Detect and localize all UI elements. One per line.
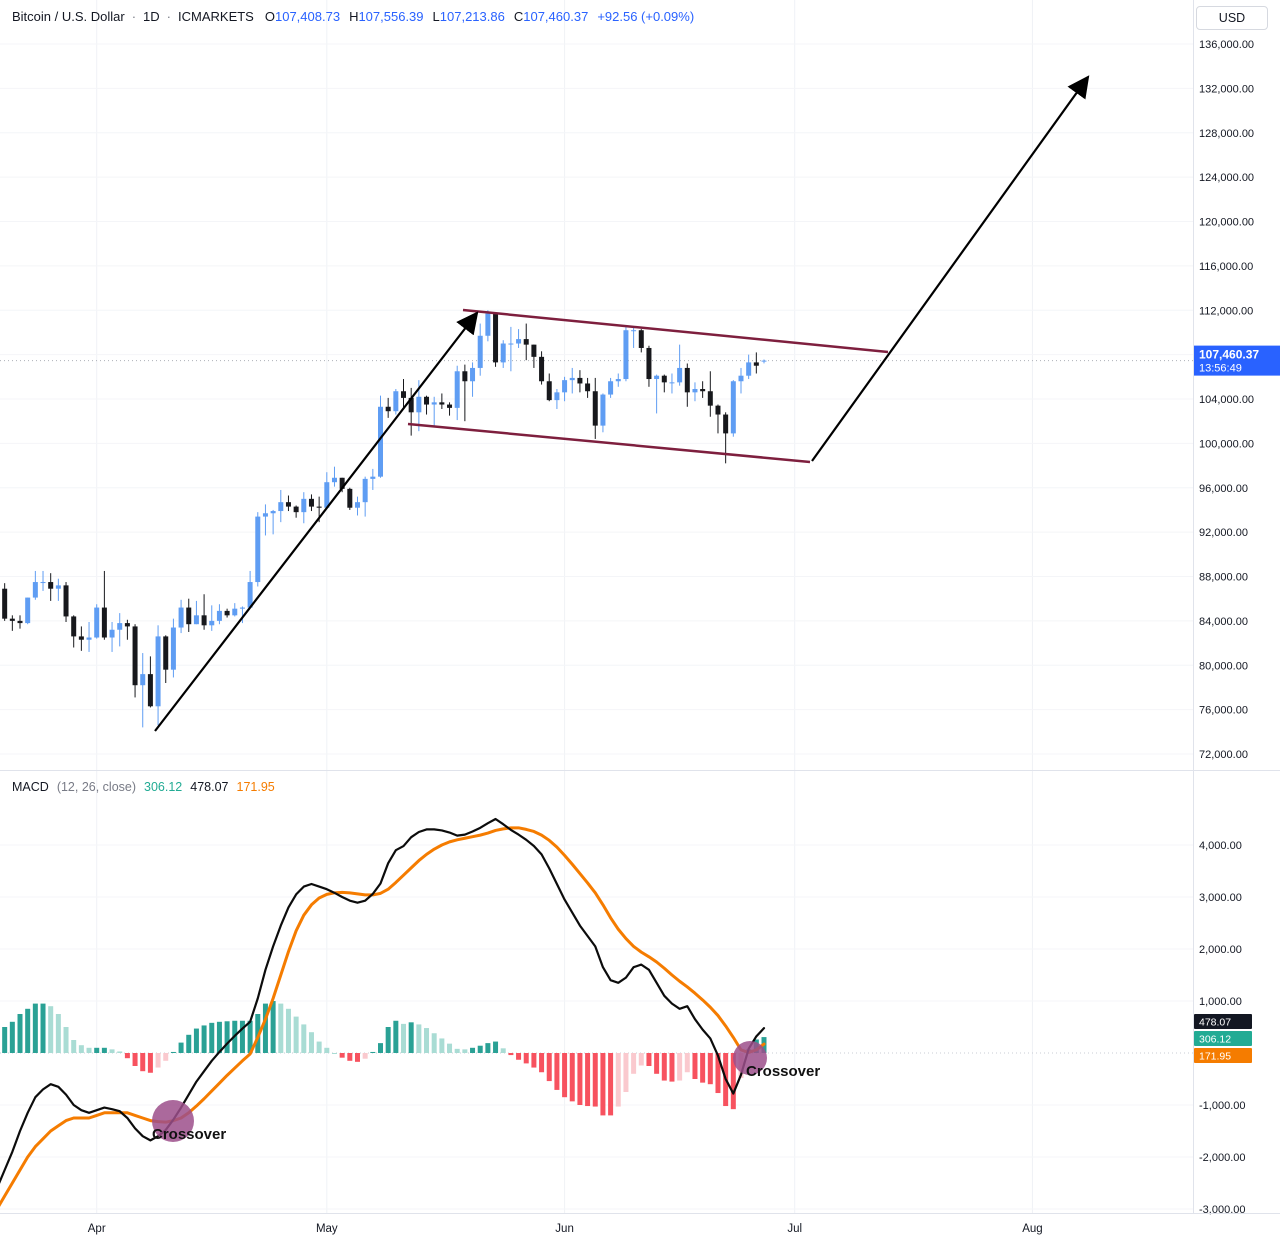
svg-text:88,000.00: 88,000.00	[1199, 572, 1248, 584]
svg-text:136,000.00: 136,000.00	[1199, 39, 1254, 51]
svg-text:Aug: Aug	[1022, 1223, 1042, 1235]
svg-text:76,000.00: 76,000.00	[1199, 705, 1248, 717]
macd-hist-readout: 306.12	[144, 780, 183, 794]
svg-text:1,000.00: 1,000.00	[1199, 996, 1242, 1008]
ohlc-values: O107,408.73 H107,556.39 L107,213.86 C107…	[265, 9, 694, 24]
svg-text:104,000.00: 104,000.00	[1199, 394, 1254, 406]
svg-text:72,000.00: 72,000.00	[1199, 749, 1248, 761]
svg-text:3,000.00: 3,000.00	[1199, 892, 1242, 904]
low-value: L107,213.86	[432, 9, 505, 24]
timeframe-selector[interactable]: 1D	[143, 9, 160, 24]
svg-text:Crossover: Crossover	[746, 1063, 820, 1080]
svg-text:Apr: Apr	[88, 1223, 106, 1235]
svg-text:132,000.00: 132,000.00	[1199, 83, 1254, 95]
svg-text:120,000.00: 120,000.00	[1199, 217, 1254, 229]
header-separator: ·	[131, 9, 137, 24]
header-separator: ·	[166, 9, 172, 24]
svg-text:107,460.37: 107,460.37	[1199, 348, 1259, 362]
svg-text:2,000.00: 2,000.00	[1199, 944, 1242, 956]
svg-text:171.95: 171.95	[1199, 1051, 1231, 1063]
svg-text:128,000.00: 128,000.00	[1199, 128, 1254, 140]
symbol-header: Bitcoin / U.S. Dollar · 1D · ICMARKETS O…	[12, 9, 694, 24]
close-value: C107,460.37	[513, 9, 589, 24]
svg-text:112,000.00: 112,000.00	[1199, 305, 1253, 317]
macd-signal-readout: 171.95	[236, 780, 275, 794]
svg-text:Jul: Jul	[787, 1223, 802, 1235]
svg-text:Crossover: Crossover	[152, 1126, 226, 1143]
svg-text:100,000.00: 100,000.00	[1199, 438, 1254, 450]
high-value: H107,556.39	[349, 9, 424, 24]
svg-text:124,000.00: 124,000.00	[1199, 172, 1254, 184]
macd-indicator-params: (12, 26, close)	[56, 780, 137, 794]
symbol-title[interactable]: Bitcoin / U.S. Dollar	[12, 9, 125, 24]
svg-text:-1,000.00: -1,000.00	[1199, 1100, 1245, 1112]
svg-text:-3,000.00: -3,000.00	[1199, 1204, 1245, 1216]
svg-text:84,000.00: 84,000.00	[1199, 616, 1248, 628]
open-value: O107,408.73	[264, 9, 341, 24]
change-value: +92.56 (+0.09%)	[597, 9, 695, 24]
exchange-label[interactable]: ICMARKETS	[178, 9, 254, 24]
svg-text:306.12: 306.12	[1199, 1034, 1231, 1046]
svg-text:4,000.00: 4,000.00	[1199, 840, 1242, 852]
macd-indicator-header: MACD (12, 26, close) 306.12 478.07 171.9…	[12, 780, 275, 794]
svg-text:80,000.00: 80,000.00	[1199, 660, 1248, 672]
svg-text:96,000.00: 96,000.00	[1199, 483, 1248, 495]
macd-indicator-title[interactable]: MACD	[12, 780, 49, 794]
svg-text:13:56:49: 13:56:49	[1199, 363, 1242, 375]
macd-line-readout: 478.07	[190, 780, 229, 794]
svg-text:478.07: 478.07	[1199, 1017, 1231, 1029]
svg-text:116,000.00: 116,000.00	[1199, 261, 1253, 273]
currency-unit-button[interactable]: USD	[1196, 6, 1268, 30]
svg-text:92,000.00: 92,000.00	[1199, 527, 1248, 539]
svg-text:May: May	[316, 1223, 338, 1235]
svg-text:-2,000.00: -2,000.00	[1199, 1152, 1245, 1164]
svg-text:Jun: Jun	[555, 1223, 574, 1235]
